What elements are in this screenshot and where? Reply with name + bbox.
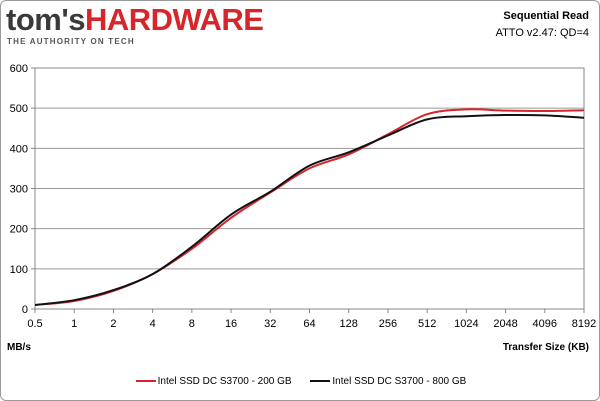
series-line-1 (34, 108, 585, 306)
x-tick-label: 512 (418, 318, 436, 330)
y-tick-label: 200 (10, 224, 28, 236)
legend-swatch (135, 380, 156, 383)
legend-label: Intel SSD DC S3700 - 800 GB (332, 376, 467, 387)
x-tick-label: 4096 (533, 318, 557, 330)
grid-lines (35, 107, 584, 270)
x-tick-label: 16 (225, 318, 237, 330)
x-tick-label: 1024 (454, 318, 478, 330)
y-axis-label: MB/s (7, 342, 31, 353)
y-axis-ticks: 0 100 200 300 400 500 600 (10, 63, 35, 316)
x-tick-label: 2048 (493, 318, 517, 330)
x-tick-label: 8192 (572, 318, 596, 330)
x-tick-label: 2 (110, 318, 116, 330)
logo-tagline: THE AUTHORITY ON TECH (7, 37, 135, 46)
x-axis-label: Transfer Size (KB) (502, 342, 589, 353)
chart-legend: Intel SSD DC S3700 - 200 GB Intel SSD DC… (1, 376, 599, 387)
series-line-2 (34, 113, 585, 306)
y-tick-label: 500 (10, 103, 28, 115)
x-tick-label: 1 (71, 318, 77, 330)
x-tick-label: 4 (150, 318, 156, 330)
series-lines (34, 108, 585, 306)
legend-swatch (310, 380, 331, 383)
y-tick-label: 300 (10, 184, 28, 196)
site-logo: tom'sHARDWARE THE AUTHORITY ON TECH (6, 2, 264, 47)
y-tick-label: 600 (10, 63, 28, 75)
legend-item: Intel SSD DC S3700 - 800 GB (310, 376, 466, 387)
chart-title: Sequential Read (503, 10, 589, 22)
legend-label: Intel SSD DC S3700 - 200 GB (157, 376, 292, 387)
x-tick-label: 128 (340, 318, 358, 330)
y-tick-label: 400 (10, 143, 28, 155)
logo-text-left: tom's (6, 2, 85, 37)
chart-subtitle: ATTO v2.47: QD=4 (495, 27, 589, 39)
y-tick-label: 0 (22, 304, 28, 316)
x-tick-label: 0.5 (27, 318, 42, 330)
x-tick-label: 64 (303, 318, 315, 330)
x-axis-ticks: 0.5 1 2 4 8 16 32 64 128 256 512 1024 2048 4096 8192 (27, 309, 596, 330)
logo-text-right: HARDWARE (84, 2, 264, 37)
x-tick-label: 8 (189, 318, 195, 330)
legend-item: Intel SSD DC S3700 - 200 GB (135, 376, 292, 387)
y-tick-label: 100 (10, 264, 28, 276)
x-tick-label: 32 (264, 318, 276, 330)
x-tick-label: 256 (379, 318, 397, 330)
